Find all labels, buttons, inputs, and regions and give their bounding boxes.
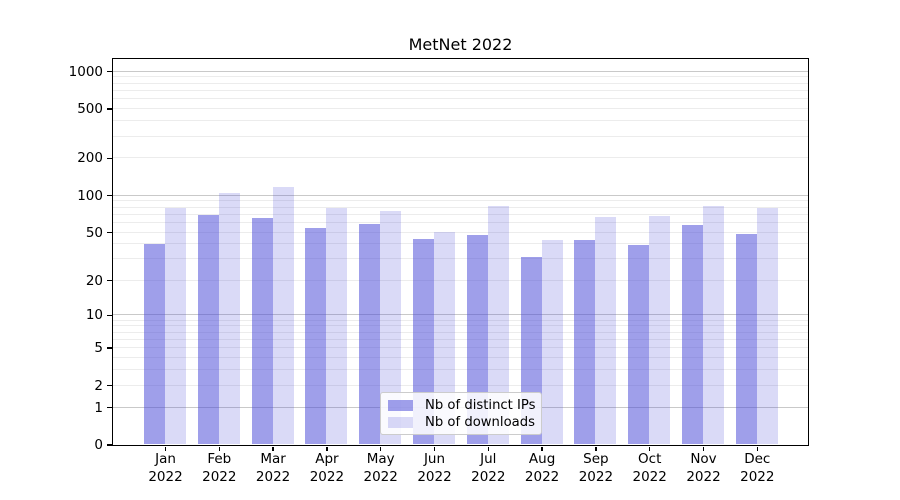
bar-downloads-jan <box>165 208 186 445</box>
gridline-minor <box>112 200 808 202</box>
bar-downloads-aug <box>541 240 563 445</box>
x-tick <box>433 446 436 451</box>
x-tick <box>272 446 274 451</box>
x-tick-label: Mar 2022 <box>255 451 291 485</box>
x-tick <box>164 446 167 451</box>
bar-downloads-oct <box>649 215 671 445</box>
x-tick <box>541 446 543 451</box>
legend: Nb of distinct IPs Nb of downloads <box>380 392 542 435</box>
x-tick-label: Jul 2022 <box>471 451 506 485</box>
gridline-major <box>112 70 808 72</box>
legend-label-distinct-ips: Nb of distinct IPs <box>425 397 536 413</box>
gridline-minor <box>112 82 808 84</box>
gridline-minor <box>112 258 808 260</box>
y-tick-label: 20 <box>85 272 103 289</box>
y-tick-label: 5 <box>94 340 103 357</box>
gridline-major <box>112 314 808 316</box>
gridline-minor <box>112 243 808 245</box>
bar-downloads-may <box>380 211 402 445</box>
bar-distinct-ips-sep <box>574 240 596 445</box>
gridline-minor <box>112 231 808 233</box>
x-tick-label: Jan 2022 <box>148 451 183 485</box>
gridline-minor <box>112 347 808 349</box>
gridline-minor <box>112 325 808 327</box>
bar-distinct-ips-nov <box>682 225 703 445</box>
bar-downloads-apr <box>326 208 348 445</box>
gridline-minor <box>112 221 808 223</box>
x-tick-label: May 2022 <box>363 451 398 485</box>
bar-downloads-jul <box>487 206 509 445</box>
x-tick <box>380 446 382 451</box>
x-tick <box>649 446 651 451</box>
gridline-minor <box>112 279 808 281</box>
legend-swatch-downloads <box>388 416 413 428</box>
legend-swatch-distinct-ips <box>388 399 413 411</box>
gridline-minor <box>112 157 808 159</box>
bar-distinct-ips-feb <box>197 214 219 445</box>
bar-distinct-ips-jan <box>144 243 165 445</box>
gridline-minor <box>112 135 808 137</box>
x-tick <box>756 446 758 451</box>
bar-downloads-jun <box>434 232 455 445</box>
gridline-minor <box>112 98 808 100</box>
legend-label-downloads: Nb of downloads <box>425 414 535 430</box>
gridline-minor <box>112 338 808 340</box>
y-tick-label: 50 <box>85 224 103 241</box>
chart-title: MetNet 2022 <box>408 35 513 54</box>
x-tick-label: Nov 2022 <box>686 451 721 485</box>
y-tick-label: 1 <box>94 399 103 416</box>
bar-downloads-dec <box>756 207 778 445</box>
gridline-minor <box>112 331 808 333</box>
gridline-minor <box>112 384 808 386</box>
x-tick-label: Oct 2022 <box>632 451 667 485</box>
y-tick-label: 500 <box>77 101 103 118</box>
gridline-minor <box>112 89 808 91</box>
y-tick-label: 1000 <box>68 63 103 80</box>
bar-distinct-ips-may <box>359 224 381 445</box>
gridline-minor <box>112 319 808 321</box>
bar-downloads-sep <box>595 217 617 445</box>
y-tick-label: 100 <box>77 187 103 204</box>
legend-item-downloads: Nb of downloads <box>387 415 535 430</box>
gridline-minor <box>112 206 808 208</box>
gridline-minor <box>112 108 808 110</box>
x-tick-label: Dec 2022 <box>740 451 775 485</box>
bar-downloads-mar <box>272 186 294 445</box>
y-tick-label: 0 <box>94 437 103 453</box>
plot-area <box>111 57 809 446</box>
bar-distinct-ips-dec <box>735 234 757 445</box>
y-tick-label: 10 <box>85 307 103 324</box>
gridline-minor <box>112 369 808 371</box>
gridline-minor <box>112 120 808 122</box>
x-tick-label: Aug 2022 <box>524 451 560 485</box>
gridline-major <box>112 194 808 196</box>
y-tick-label: 200 <box>77 150 103 167</box>
x-tick-label: Jun 2022 <box>417 451 452 485</box>
gridline-minor <box>112 357 808 359</box>
bar-distinct-ips-mar <box>251 218 273 445</box>
x-tick <box>702 446 705 451</box>
x-tick-label: Sep 2022 <box>578 451 614 485</box>
x-tick <box>326 446 328 451</box>
gridline-minor <box>112 76 808 78</box>
bar-downloads-feb <box>218 192 240 445</box>
gridline-minor <box>112 213 808 215</box>
bar-distinct-ips-apr <box>305 227 327 445</box>
x-tick <box>487 446 489 451</box>
x-tick <box>595 446 597 451</box>
y-tick-label: 2 <box>94 377 103 394</box>
bar-distinct-ips-oct <box>628 245 650 445</box>
legend-item-distinct-ips: Nb of distinct IPs <box>387 397 536 413</box>
x-tick <box>218 446 220 451</box>
x-tick-label: Feb 2022 <box>202 451 237 485</box>
x-tick-label: Apr 2022 <box>309 451 345 485</box>
bar-downloads-nov <box>703 205 724 445</box>
